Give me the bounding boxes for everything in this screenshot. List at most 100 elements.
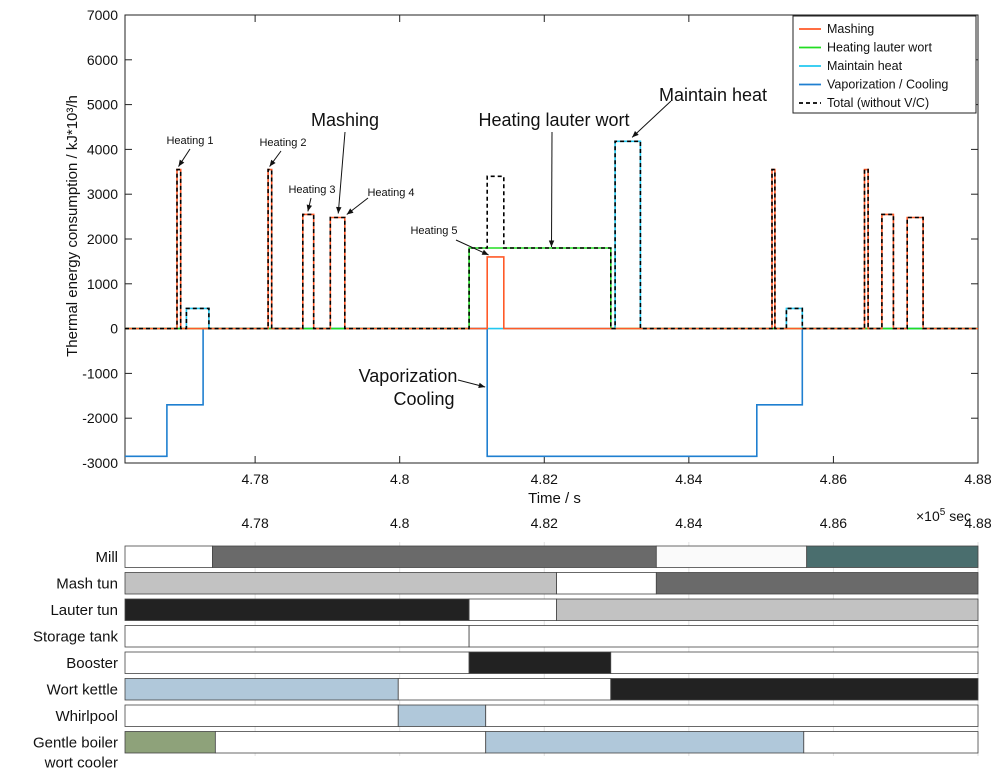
x-exponent-base: ×10 [916, 508, 940, 524]
x-exponent-unit: sec [945, 508, 971, 524]
gantt-x-tick-label: 4.82 [531, 515, 558, 531]
annotation-label: Heating 3 [288, 184, 335, 196]
x-tick-label: 4.84 [675, 471, 702, 487]
y-tick-label: -1000 [82, 365, 118, 381]
x-tick-label: 4.8 [390, 471, 410, 487]
x-tick-label: 4.86 [820, 471, 847, 487]
legend-label: Mashing [827, 22, 874, 36]
y-tick-label: 1000 [87, 276, 118, 292]
legend-label: Heating lauter wort [827, 41, 932, 55]
annotation-arrowhead [306, 204, 313, 212]
gantt-row-label: Storage tank [33, 629, 119, 646]
gantt-row-whirlpool: Whirlpool [55, 704, 979, 727]
gantt-segment [556, 572, 657, 595]
legend-label: Vaporization / Cooling [827, 78, 948, 92]
gantt-segment [485, 731, 805, 754]
gantt-row-label-line: wort cooler [44, 755, 118, 769]
gantt-row-booster: Booster [66, 651, 979, 674]
y-tick-label: -3000 [82, 455, 118, 471]
annotation-arrow [337, 131, 346, 214]
y-tick-label: 4000 [87, 141, 118, 157]
y-tick-label: 3000 [87, 186, 118, 202]
gantt-x-tick-label: 4.8 [390, 515, 410, 531]
gantt-x-tick-label: 4.78 [241, 515, 268, 531]
legend-label: Total (without V/C) [827, 96, 929, 110]
gantt-segment [212, 545, 657, 568]
gantt-row-storage-tank: Storage tank [33, 625, 979, 648]
gantt-segment [468, 625, 979, 648]
y-tick-label: 0 [110, 321, 118, 337]
annotation-arrowhead [336, 206, 342, 214]
annotation-arrow [551, 131, 553, 247]
gantt-row-label: Mash tun [56, 576, 118, 593]
gantt-segment [397, 704, 487, 727]
annotation-arrowhead [548, 240, 555, 247]
gantt-segment [124, 545, 213, 568]
gantt-segment [124, 731, 216, 754]
gantt-segment [655, 572, 979, 595]
gantt-segment [803, 731, 979, 754]
x-tick-label: 4.78 [241, 471, 268, 487]
gantt-row-mash-tun: Mash tun [56, 572, 979, 595]
series-line-vaporization-cooling [125, 327, 978, 458]
gantt-row-lauter-tun: Lauter tun [50, 598, 979, 621]
x-exponent-label: ×105 sec [916, 507, 971, 524]
x-tick-label: 4.82 [531, 471, 558, 487]
x-tick-label: 4.88 [964, 471, 991, 487]
gantt-x-tick-label: 4.84 [675, 515, 702, 531]
gantt-segment [468, 651, 612, 674]
gantt-segment [124, 572, 557, 595]
annotation-label: Vaporization [359, 366, 458, 386]
gantt-segment [556, 598, 979, 621]
process-gantt: 4.78 4.8 4.82 4.84 4.86 4.88 Mill Mash tun Laute… [33, 515, 992, 769]
gantt-segment [397, 678, 612, 701]
annotation-arrowhead [632, 130, 639, 138]
y-tick-label: 6000 [87, 52, 118, 68]
y-tick-label: -2000 [82, 410, 118, 426]
annotation-label: Heating 5 [410, 225, 457, 237]
gantt-segment [124, 678, 399, 701]
gantt-segment [124, 704, 399, 727]
gantt-row-mill: Mill [96, 545, 979, 568]
legend-label: Maintain heat [827, 59, 903, 73]
annotation-arrowhead [346, 208, 354, 215]
x-axis-label: Time / s [528, 490, 581, 507]
energy-plot: -3000 -2000 -1000 0 1000 2000 3000 4000 5000 6000… [64, 7, 992, 524]
annotation-arrow [631, 100, 672, 138]
annotation-label: Maintain heat [659, 85, 767, 105]
annotation-arrowhead [269, 159, 276, 167]
y-tick-label: 5000 [87, 97, 118, 113]
x-exponent-power: 5 [940, 507, 946, 518]
gantt-row-label: Booster [66, 655, 118, 672]
gantt-row-label: Gentle boiler wort cooler [33, 735, 118, 769]
gantt-row-label-line: Gentle boiler [33, 735, 118, 752]
gantt-segment [214, 731, 487, 754]
gantt-segment [124, 625, 470, 648]
annotation-label: Heating 1 [166, 135, 213, 147]
annotation-label: Heating 4 [367, 187, 414, 199]
gantt-segment [610, 651, 979, 674]
annotation-label: Cooling [393, 389, 454, 409]
gantt-segment [610, 678, 979, 701]
series-line-total-without-v-c- [125, 140, 978, 330]
y-axis-label: Thermal energy consumption / kJ*10³/h [64, 95, 81, 357]
y-tick-label: 7000 [87, 7, 118, 23]
annotation-label: Mashing [311, 110, 379, 130]
gantt-x-tick-label: 4.88 [964, 515, 991, 531]
gantt-segment [655, 545, 808, 568]
annotation-arrowhead [478, 382, 486, 389]
legend: Mashing Heating lauter wort Maintain heat V… [792, 15, 977, 114]
gantt-row-label: Wort kettle [47, 682, 118, 699]
gantt-segment [124, 598, 470, 621]
gantt-segment [468, 598, 557, 621]
annotations: Heating 1 Heating 2 Heating 3 Heating 4 Heat… [166, 85, 767, 409]
annotation-arrowhead [481, 249, 489, 255]
gantt-segment [806, 545, 979, 568]
legend-box [792, 15, 977, 114]
gantt-segment [124, 651, 470, 674]
annotation-label: Heating 2 [259, 137, 306, 149]
annotation-label: Heating lauter wort [478, 110, 629, 130]
gantt-x-tick-label: 4.86 [820, 515, 847, 531]
gantt-row-label: Whirlpool [55, 708, 118, 725]
